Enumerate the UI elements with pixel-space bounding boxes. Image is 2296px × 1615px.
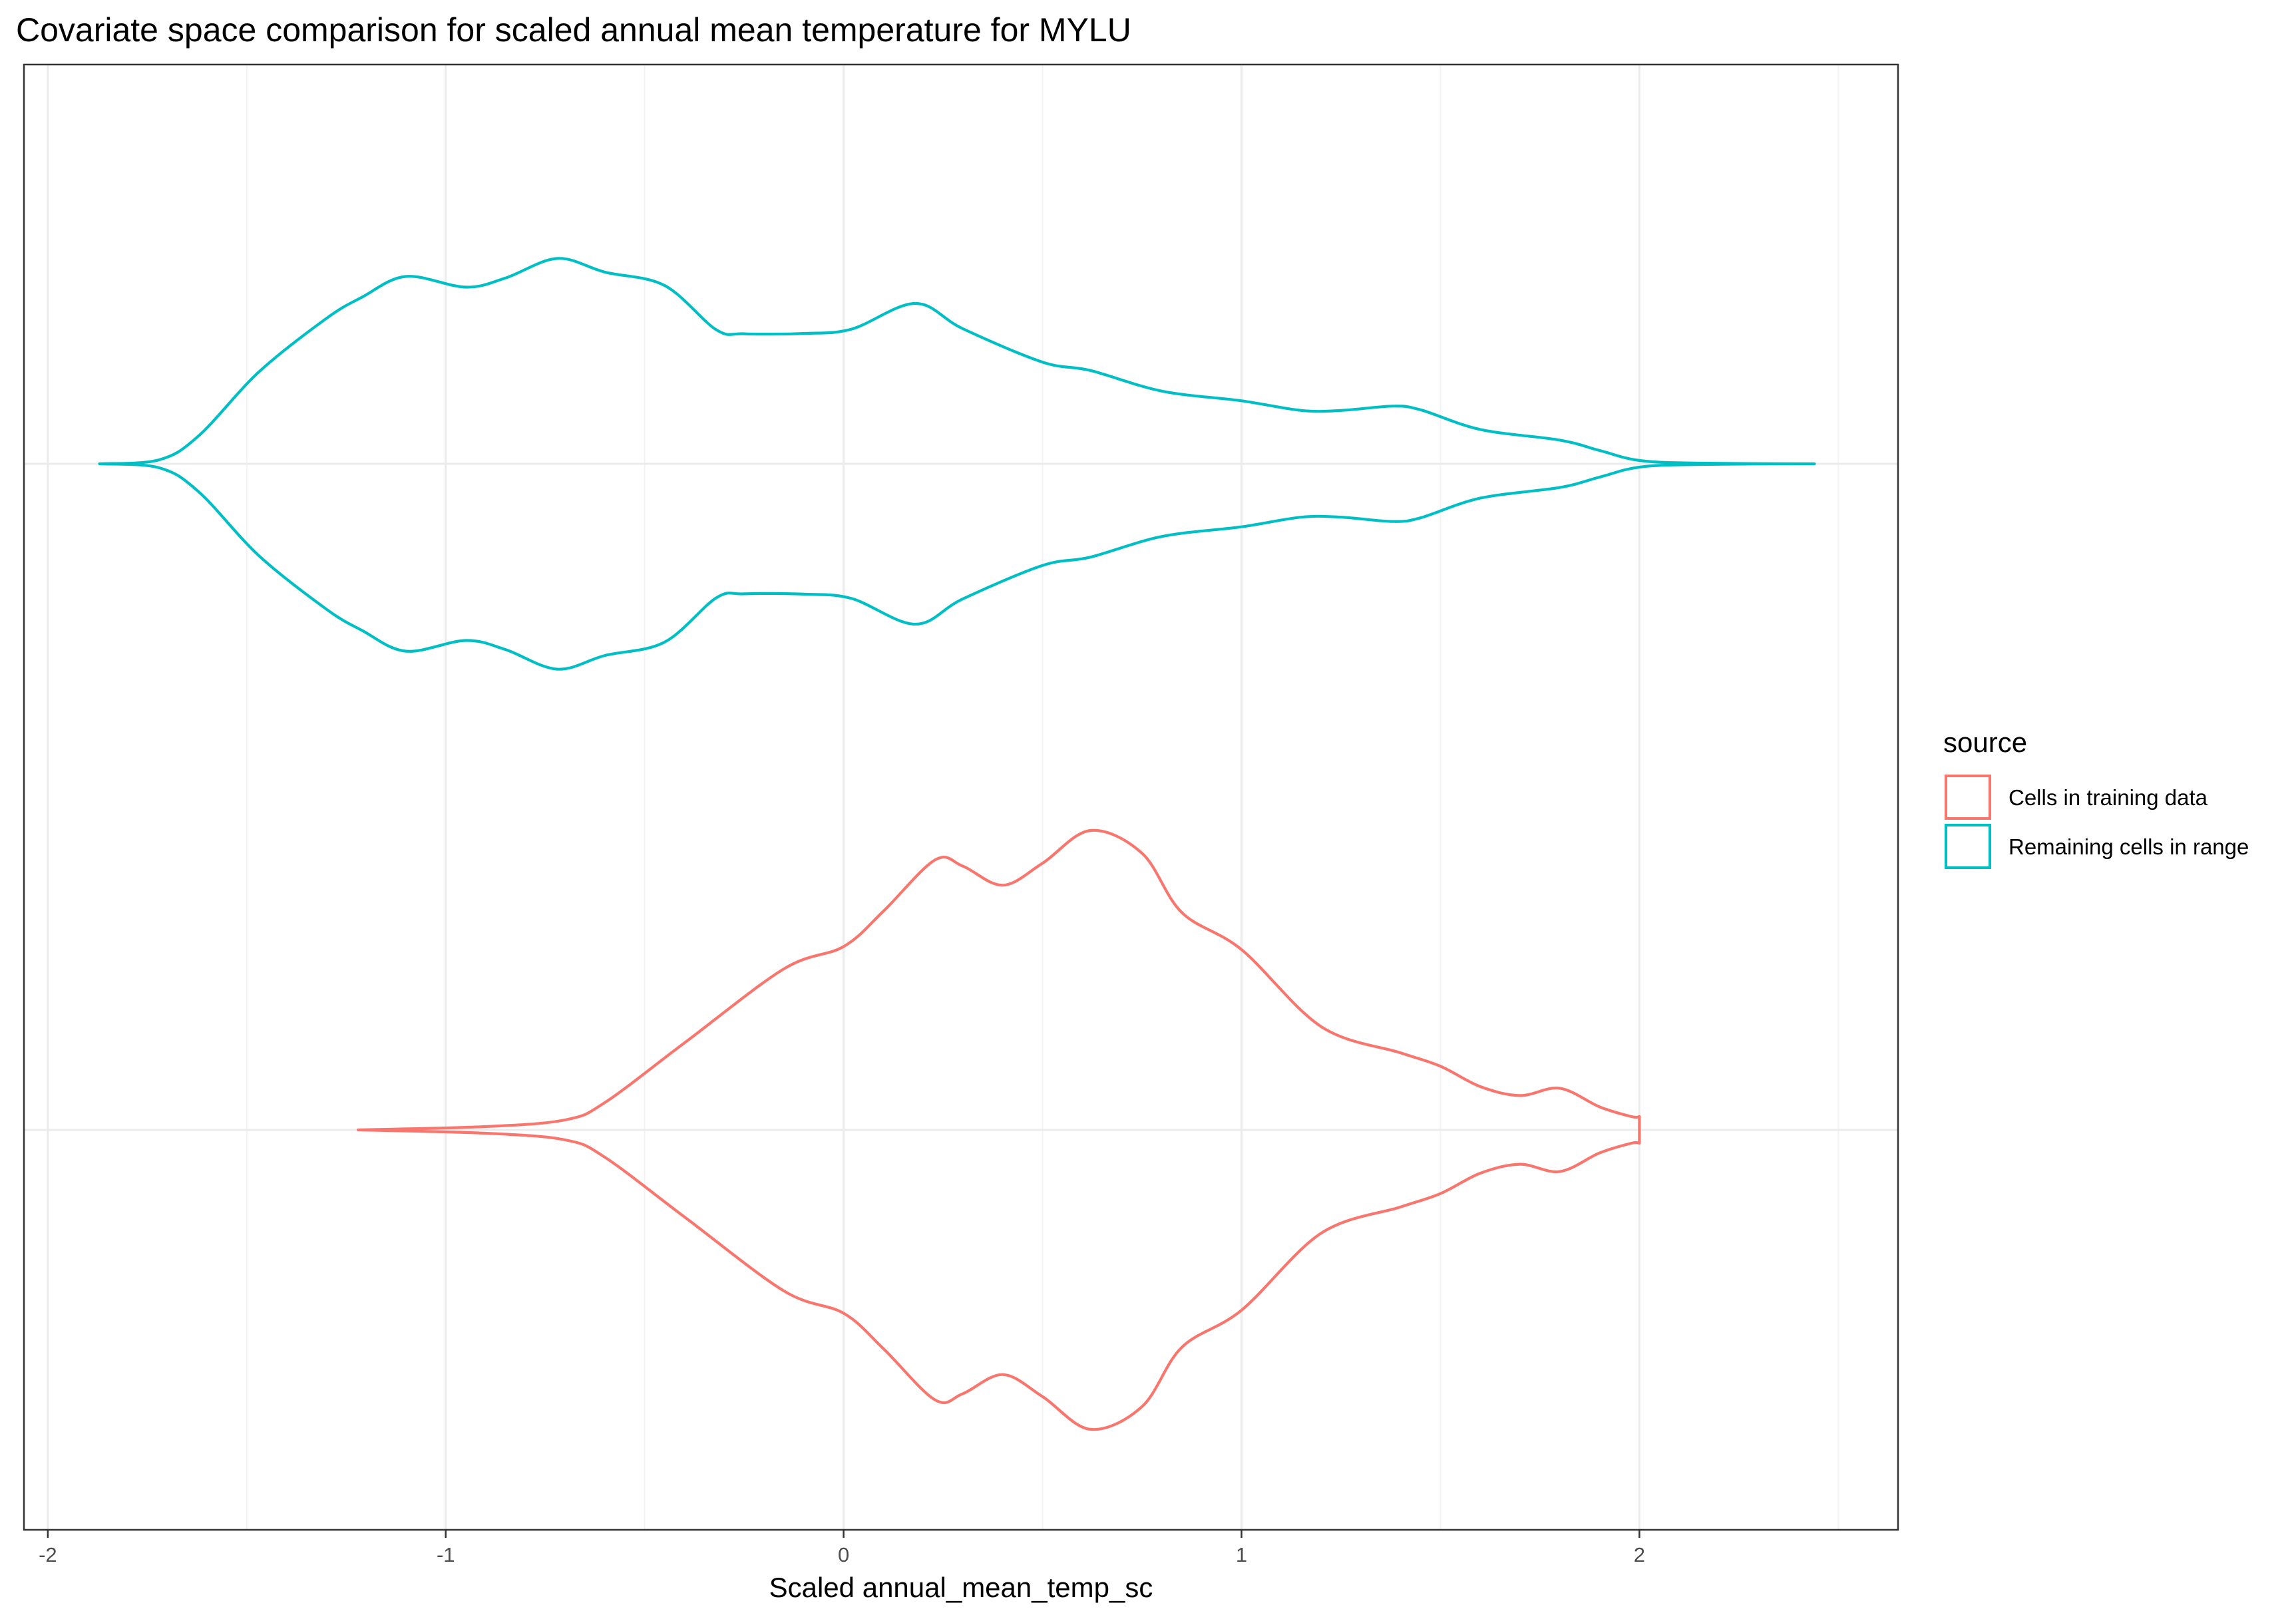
legend-key (1945, 775, 1991, 820)
x-tick-label: 0 (838, 1543, 849, 1566)
plot-panel (23, 63, 1899, 1531)
violin-layer (98, 257, 1816, 1431)
panel-border (23, 63, 1899, 1531)
legend-item: Cells in training data (1945, 775, 2208, 820)
legend-items: Cells in training data Remaining cells in… (1945, 775, 2249, 869)
x-axis: -2 -1 0 1 2 (39, 1530, 1645, 1566)
major-gridlines (24, 65, 1898, 1530)
x-tick-label: 1 (1236, 1543, 1247, 1566)
minor-gridlines (246, 65, 1839, 1530)
legend-title: source (1943, 727, 2027, 758)
violin-cells-in-training-data (357, 828, 1641, 1431)
legend-item: Remaining cells in range (1945, 824, 2249, 869)
legend-label: Remaining cells in range (2009, 834, 2249, 859)
chart-title: Covariate space comparison for scaled an… (16, 11, 1131, 49)
legend: source Cells in training data Remaining c… (1943, 727, 2249, 869)
violin-remaining-cells-in-range (98, 257, 1816, 671)
x-tick-label: 2 (1634, 1543, 1645, 1566)
legend-key (1945, 824, 1991, 869)
x-tick-label: -2 (39, 1543, 57, 1566)
legend-label: Cells in training data (2009, 785, 2208, 810)
x-axis-title: Scaled annual_mean_temp_sc (769, 1572, 1153, 1603)
x-tick-label: -1 (437, 1543, 455, 1566)
